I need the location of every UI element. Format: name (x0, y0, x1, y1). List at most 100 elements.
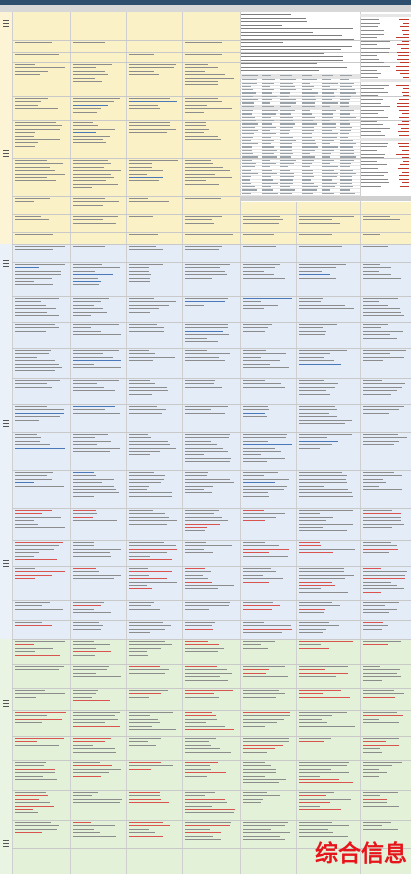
text-line (243, 475, 264, 477)
text-line (363, 676, 401, 678)
text-line (299, 353, 330, 355)
summary-value (399, 117, 409, 118)
text-line (185, 132, 204, 134)
text-line (129, 451, 160, 453)
summary-value (398, 55, 409, 57)
text-line (185, 270, 225, 272)
text-line (73, 219, 103, 221)
text-line (243, 461, 267, 463)
row-separator (12, 296, 411, 297)
text-line (73, 608, 94, 610)
text-line (73, 440, 111, 442)
text-line (363, 304, 388, 306)
note-line (241, 66, 347, 68)
text-line (363, 666, 380, 668)
text-line (299, 779, 339, 781)
text-line (363, 267, 391, 269)
text-line (73, 602, 104, 604)
text-line (15, 166, 50, 168)
text-line (363, 219, 400, 221)
text-line (129, 718, 158, 720)
note-line (241, 59, 343, 61)
note-line (241, 31, 313, 33)
text-line (73, 510, 96, 512)
text-line (73, 77, 95, 79)
text-line (15, 370, 55, 372)
text-line (243, 715, 290, 717)
text-line (243, 765, 271, 767)
text-line (15, 779, 57, 781)
text-line (15, 142, 38, 144)
text-line (243, 542, 265, 544)
text-line (185, 585, 234, 587)
text-line (185, 622, 215, 624)
summary-row (361, 73, 381, 75)
text-line (299, 835, 348, 837)
text-line (185, 545, 232, 547)
text-line (129, 281, 150, 283)
text-line (73, 135, 110, 137)
summary-row (361, 30, 384, 31)
text-line (185, 173, 215, 175)
text-line (299, 647, 329, 649)
text-line (299, 644, 321, 646)
text-line (185, 54, 222, 56)
summary-value (400, 186, 409, 187)
text-line (15, 324, 55, 326)
text-line (129, 722, 160, 724)
text-line (15, 555, 34, 557)
summary-row (361, 131, 381, 133)
text-line (15, 765, 44, 767)
text-line (73, 765, 112, 767)
text-line (73, 104, 108, 106)
text-line (243, 489, 284, 491)
text-line (129, 270, 149, 272)
text-line (73, 775, 101, 777)
text-line (129, 542, 164, 544)
text-line (363, 386, 402, 388)
table-row (240, 109, 360, 114)
text-line (363, 216, 390, 218)
table-row (240, 126, 360, 131)
note-line (241, 35, 342, 37)
table-row (240, 179, 360, 183)
text-line (185, 324, 228, 326)
summary-row (361, 142, 388, 144)
summary-row (361, 153, 385, 155)
text-line (73, 444, 97, 446)
row-separator (12, 639, 411, 640)
text-line (363, 390, 397, 392)
table-row (240, 149, 360, 154)
text-line (363, 472, 394, 474)
text-line (15, 98, 48, 100)
text-line (185, 578, 208, 580)
text-line (15, 795, 48, 797)
text-line (299, 632, 323, 634)
text-line (15, 311, 47, 313)
text-line (129, 163, 152, 165)
text-line (299, 324, 337, 326)
text-line (185, 835, 213, 837)
text-line (73, 409, 105, 411)
text-line (185, 672, 232, 674)
text-line (15, 447, 65, 449)
text-line (243, 628, 292, 630)
text-line (185, 74, 225, 76)
text-line (15, 744, 59, 746)
table-row (240, 152, 360, 157)
text-line (129, 647, 161, 649)
category-label (3, 846, 9, 848)
text-line (185, 768, 211, 770)
summary-value (397, 51, 409, 53)
text-line (243, 308, 264, 310)
text-line (15, 216, 41, 218)
text-line (15, 198, 50, 200)
text-line (243, 792, 267, 794)
table-row (240, 104, 360, 110)
text-line (73, 612, 111, 614)
text-line (129, 383, 155, 385)
text-line (129, 798, 161, 800)
row-separator (12, 848, 411, 849)
text-line (363, 475, 402, 477)
text-line (73, 64, 112, 66)
